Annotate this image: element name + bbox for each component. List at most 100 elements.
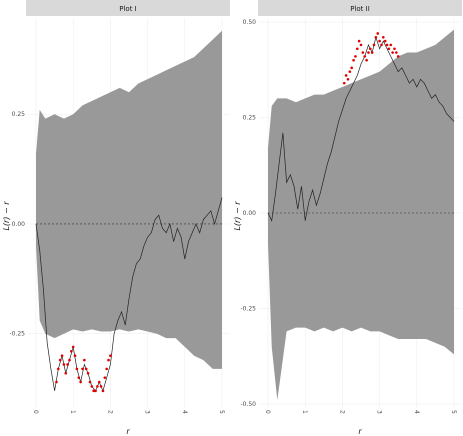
outside-point (96, 385, 99, 388)
strip-plot-ii (258, 0, 462, 16)
outside-point (348, 70, 352, 73)
outside-point (350, 66, 354, 70)
outside-point (354, 55, 357, 58)
ytick-label: 0.25 (243, 115, 257, 122)
outside-point (86, 371, 90, 375)
envelope-band-plot-i (36, 30, 222, 369)
outside-point (66, 363, 69, 366)
xticks-plot-i: 0 1 2 3 4 5 (32, 410, 225, 414)
outside-point (84, 367, 88, 371)
outside-point (83, 358, 86, 362)
outside-point (387, 47, 391, 51)
outside-point (97, 380, 101, 384)
outside-point (380, 43, 383, 47)
outside-point (68, 358, 71, 362)
xtick-label: 1 (69, 410, 76, 414)
xtick-label: 2 (338, 410, 345, 414)
outside-point (378, 39, 381, 43)
outside-point (363, 55, 367, 58)
outside-point (365, 58, 368, 62)
outside-point (383, 39, 387, 43)
yticks-plot-i: 0.25 0.00 -0.25 (9, 111, 25, 338)
ytick-label: 0.00 (243, 210, 257, 217)
outside-point (346, 78, 350, 81)
outside-point (372, 43, 376, 47)
outside-point (374, 35, 378, 39)
xlabel-plot-i: r (126, 427, 130, 436)
ytick-label: 0.50 (243, 19, 257, 26)
xtick-label: 3 (376, 410, 383, 414)
envelope-plot-i (36, 30, 222, 369)
outside-point (70, 350, 73, 353)
outside-point (344, 74, 348, 77)
xtick-label: 0 (264, 410, 271, 414)
outside-point (109, 354, 112, 358)
outside-point (355, 47, 359, 51)
ytick-label: 0.25 (12, 111, 26, 118)
outside-point (101, 389, 105, 393)
outside-point (75, 367, 79, 371)
outside-point (396, 55, 400, 58)
envelope-plot-ii (268, 29, 454, 401)
xlabel-plot-ii: r (358, 427, 362, 436)
xtick-label: 0 (32, 410, 39, 414)
xtick-label: 3 (144, 410, 151, 414)
outside-point (73, 354, 77, 358)
outside-point (58, 358, 62, 362)
outside-point (389, 43, 393, 47)
observed-line-plot-i (35, 197, 223, 392)
envelope-band-plot-ii (268, 29, 454, 401)
outside-point (352, 58, 355, 62)
outside-point (99, 385, 103, 388)
outside-point (376, 32, 380, 35)
outside-point (382, 35, 385, 39)
ylabel-plot-i: L(r) − r (2, 201, 11, 231)
outside-point (370, 51, 374, 54)
xtick-label: 4 (413, 410, 420, 414)
strip-plot-i (26, 0, 230, 16)
ytick-label: -0.25 (240, 306, 256, 313)
outside-point (77, 376, 81, 379)
outside-point (88, 380, 92, 384)
outside-point (62, 363, 66, 366)
xtick-label: 4 (181, 410, 188, 414)
outside-point (92, 389, 95, 393)
outside-point (385, 43, 389, 47)
outside-point (367, 51, 370, 54)
xtick-label: 2 (106, 410, 113, 414)
xticks-plot-ii: 0 1 2 3 4 5 (264, 410, 457, 414)
outside-points-plot-ii (342, 32, 400, 85)
outside-point (81, 367, 84, 371)
strip-title-plot-ii: Plot II (350, 5, 370, 13)
outside-point (57, 367, 60, 371)
xtick-label: 5 (218, 410, 225, 414)
outside-point (94, 389, 97, 393)
outside-point (359, 43, 363, 47)
outside-point (342, 81, 346, 85)
outside-point (105, 367, 108, 371)
outside-point (60, 354, 64, 358)
outside-point (55, 380, 58, 384)
observed-curve-plot-i (35, 197, 223, 392)
outside-points-plot-i (55, 345, 112, 393)
observed-line-plot-ii (267, 35, 455, 222)
panel-plot-i: Plot I 0.25 0.00 -0.25 0 1 2 3 4 5 r L(r) − r (2, 0, 230, 436)
ytick-label: -0.25 (9, 331, 25, 338)
outside-point (107, 358, 110, 362)
ytick-label: 0.00 (12, 221, 26, 228)
outside-point (361, 51, 365, 54)
ylabel-plot-ii: L(r) − r (233, 201, 242, 231)
xtick-label: 5 (450, 410, 457, 414)
ytick-label: -0.50 (240, 401, 256, 408)
observed-curve-plot-ii (267, 35, 455, 222)
yticks-plot-ii: 0.50 0.25 0.00 -0.25 -0.50 (240, 19, 256, 408)
xtick-label: 1 (301, 410, 308, 414)
outside-point (391, 51, 394, 54)
outside-point (79, 380, 82, 384)
outside-point (369, 47, 372, 51)
outside-point (357, 39, 361, 43)
outside-point (64, 371, 68, 375)
outside-point (395, 51, 398, 54)
